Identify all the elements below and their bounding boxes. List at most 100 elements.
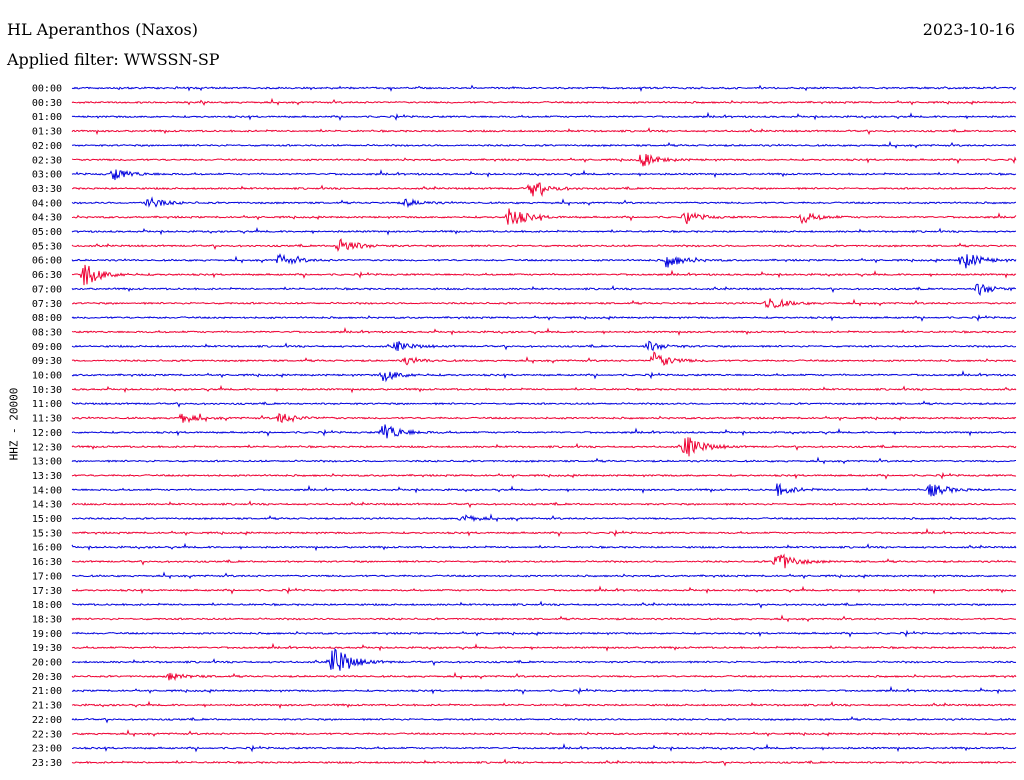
seismic-trace	[71, 758, 1017, 767]
time-tick-label: 06:30	[32, 270, 62, 281]
seismic-trace	[71, 111, 1017, 122]
time-tick-label: 19:30	[32, 643, 62, 654]
seismic-trace	[71, 340, 1017, 352]
seismic-trace	[71, 351, 1017, 366]
time-tick-label: 06:00	[32, 256, 62, 267]
seismic-trace	[71, 500, 1017, 509]
time-tick-label: 05:30	[32, 241, 62, 252]
time-tick-label: 02:00	[32, 141, 62, 152]
seismic-trace	[71, 716, 1017, 724]
time-tick-label: 13:00	[32, 457, 62, 468]
time-tick-label: 23:00	[32, 744, 62, 755]
seismic-trace	[71, 471, 1017, 480]
time-tick-label: 10:00	[32, 371, 62, 382]
seismic-trace	[71, 314, 1017, 322]
time-tick-label: 09:30	[32, 356, 62, 367]
seismic-trace	[71, 140, 1017, 149]
time-tick-label: 21:30	[32, 701, 62, 712]
time-tick-label: 14:30	[32, 500, 62, 511]
time-tick-label: 18:30	[32, 614, 62, 625]
seismic-trace	[71, 182, 1017, 198]
time-tick-label: 05:00	[32, 227, 62, 238]
time-tick-label: 01:30	[32, 127, 62, 138]
time-tick-label: 18:00	[32, 600, 62, 611]
seismic-trace	[71, 614, 1017, 623]
time-tick-label: 16:30	[32, 557, 62, 568]
seismic-trace	[71, 743, 1017, 753]
seismic-trace	[71, 424, 1017, 439]
time-tick-label: 13:30	[32, 471, 62, 482]
seismic-trace	[71, 196, 1017, 209]
time-tick-label: 07:00	[32, 284, 62, 295]
time-tick-label: 20:00	[32, 658, 62, 669]
time-tick-label: 15:30	[32, 528, 62, 539]
time-tick-label: 19:00	[32, 629, 62, 640]
seismic-trace	[71, 84, 1017, 92]
seismic-trace	[71, 542, 1017, 552]
seismic-trace	[71, 585, 1017, 595]
seismic-trace	[71, 227, 1017, 236]
time-tick-label: 15:00	[32, 514, 62, 525]
seismic-trace	[71, 571, 1017, 580]
seismic-trace	[71, 264, 1017, 286]
seismic-trace	[71, 685, 1017, 696]
seismic-trace	[71, 456, 1017, 465]
seismic-trace	[71, 370, 1017, 383]
time-tick-label: 08:00	[32, 313, 62, 324]
seismic-trace	[71, 671, 1017, 682]
seismic-trace	[71, 629, 1017, 638]
time-tick-label: 17:30	[32, 586, 62, 597]
time-tick-label: 12:30	[32, 442, 62, 453]
time-tick-label: 10:30	[32, 385, 62, 396]
seismic-trace	[71, 283, 1017, 297]
seismic-trace	[71, 238, 1017, 253]
seismic-trace	[71, 700, 1017, 710]
time-tick-label: 03:00	[32, 170, 62, 181]
time-tick-label: 01:00	[32, 112, 62, 123]
seismic-trace	[71, 384, 1017, 394]
time-tick-label: 03:30	[32, 184, 62, 195]
station-title: HL Aperanthos (Naxos)	[7, 20, 198, 39]
time-tick-label: 12:00	[32, 428, 62, 439]
seismic-trace	[71, 729, 1017, 738]
seismic-trace	[71, 648, 1017, 671]
time-tick-label: 22:30	[32, 729, 62, 740]
seismic-trace	[71, 97, 1017, 106]
time-tick-label: 04:30	[32, 213, 62, 224]
time-tick-label: 07:30	[32, 299, 62, 310]
seismic-trace	[71, 527, 1017, 538]
seismic-trace	[71, 208, 1017, 225]
time-tick-label: 17:00	[32, 571, 62, 582]
date-label: 2023-10-16	[922, 20, 1015, 39]
seismic-trace	[71, 553, 1017, 569]
time-tick-label: 00:30	[32, 98, 62, 109]
seismic-trace	[71, 169, 1017, 181]
time-tick-label: 00:00	[32, 84, 62, 95]
seismic-trace	[71, 482, 1017, 497]
time-tick-label: 20:30	[32, 672, 62, 683]
time-tick-label: 11:30	[32, 414, 62, 425]
time-tick-label: 02:30	[32, 155, 62, 166]
time-tick-label: 11:00	[32, 399, 62, 410]
time-tick-label: 04:00	[32, 198, 62, 209]
seismic-trace	[71, 437, 1017, 457]
time-tick-label: 08:30	[32, 327, 62, 338]
seismic-trace	[71, 327, 1017, 337]
seismic-trace	[71, 600, 1017, 609]
time-tick-label: 21:00	[32, 686, 62, 697]
time-tick-label: 16:00	[32, 543, 62, 554]
seismic-trace	[71, 642, 1017, 652]
seismic-trace	[71, 127, 1017, 136]
seismic-trace	[71, 153, 1017, 167]
time-tick-label: 09:00	[32, 342, 62, 353]
seismic-trace	[71, 513, 1017, 523]
seismic-trace	[71, 400, 1017, 408]
filter-label: Applied filter: WWSSN-SP	[7, 50, 220, 69]
time-tick-label: 22:00	[32, 715, 62, 726]
time-tick-label: 14:00	[32, 485, 62, 496]
seismic-trace	[71, 253, 1017, 269]
time-tick-label: 23:30	[32, 758, 62, 769]
seismic-trace	[71, 298, 1017, 309]
seismic-trace	[71, 413, 1017, 424]
